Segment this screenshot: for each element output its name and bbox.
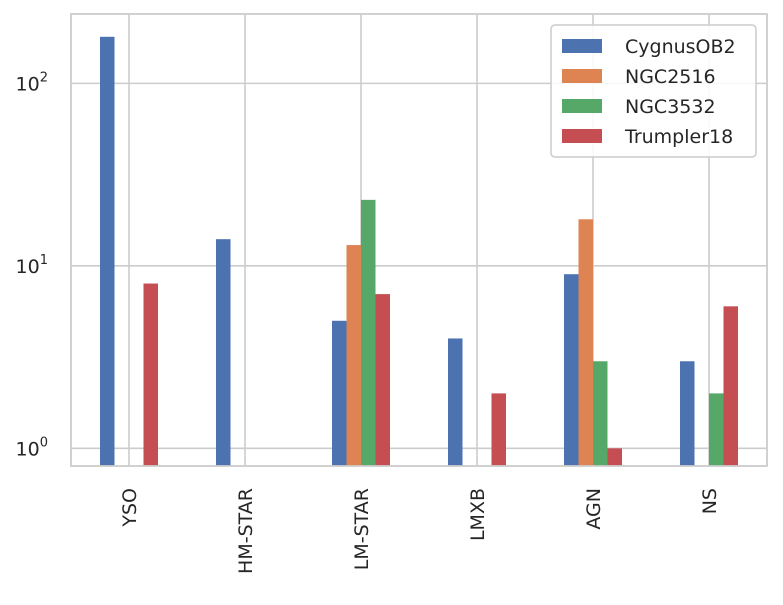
bar-NGC3532-NS: [709, 393, 724, 466]
bar-CygnusOB2-LMXB: [448, 338, 463, 466]
legend-swatch: [562, 99, 602, 113]
x-tick-label: LMXB: [467, 488, 489, 541]
bar-Trumpler18-LMXB: [491, 393, 506, 466]
bar-CygnusOB2-HM-STAR: [216, 239, 231, 466]
legend-label: NGC3532: [625, 96, 716, 118]
x-tick-label: NS: [699, 488, 721, 514]
bar-Trumpler18-YSO: [143, 283, 158, 466]
plot-frame: [70, 13, 768, 467]
y-tick-label: 101: [16, 253, 48, 278]
bar-CygnusOB2-NS: [680, 361, 695, 466]
bar-CygnusOB2-YSO: [100, 36, 115, 467]
legend-label: Trumpler18: [624, 126, 733, 148]
bar-NGC2516-LM-STAR: [346, 245, 361, 466]
y-tick-label: 102: [16, 70, 48, 95]
x-tick-label: HM-STAR: [235, 488, 257, 574]
legend-swatch: [562, 39, 602, 53]
x-tick-label: AGN: [583, 488, 605, 530]
bars: [100, 36, 738, 467]
y-tick-labels: 100 101 102: [16, 70, 48, 460]
y-tick-label: 100: [16, 435, 48, 460]
bar-NGC3532-LM-STAR: [361, 199, 376, 467]
bar-Trumpler18-NS: [723, 306, 738, 466]
legend-swatch: [562, 69, 602, 83]
bar-NGC3532-AGN: [593, 361, 608, 466]
legend-swatch: [562, 129, 602, 143]
legend: CygnusOB2 NGC2516 NGC3532 Trumpler18: [550, 24, 757, 158]
bar-Trumpler18-LM-STAR: [375, 294, 390, 466]
bar-CygnusOB2-AGN: [564, 274, 579, 466]
bar-NGC2516-AGN: [578, 219, 593, 466]
legend-label: NGC2516: [625, 66, 716, 88]
legend-box: [550, 24, 757, 158]
bar-Trumpler18-AGN: [607, 448, 622, 466]
legend-label: CygnusOB2: [625, 36, 736, 58]
x-tick-label: LM-STAR: [351, 488, 373, 570]
bar-CygnusOB2-LM-STAR: [332, 320, 347, 466]
x-tick-labels: YSO HM-STAR LM-STAR LMXB AGN NS: [119, 488, 721, 574]
x-tick-label: YSO: [119, 488, 141, 528]
